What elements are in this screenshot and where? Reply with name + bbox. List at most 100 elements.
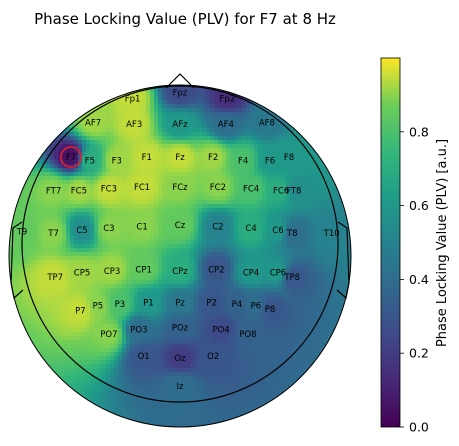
heatmap-cell: [194, 188, 199, 193]
heatmap-cell: [326, 240, 331, 245]
heatmap-cell: [14, 236, 19, 241]
heatmap-cell: [138, 88, 143, 93]
heatmap-cell: [190, 176, 195, 181]
heatmap-cell: [9, 252, 11, 257]
heatmap-cell: [9, 176, 11, 181]
heatmap-cell: [86, 264, 91, 269]
heatmap-cell: [278, 236, 283, 241]
heatmap-cell: [126, 132, 131, 137]
heatmap-cell: [78, 172, 83, 177]
heatmap-cell: [234, 196, 239, 201]
heatmap-cell: [326, 140, 331, 145]
heatmap-cell: [178, 272, 183, 277]
heatmap-cell: [126, 88, 131, 93]
heatmap-cell: [166, 272, 171, 277]
heatmap-cell: [202, 300, 207, 305]
heatmap-cell: [58, 168, 63, 173]
heatmap-cell: [26, 252, 31, 257]
heatmap-cell: [334, 208, 339, 213]
heatmap-cell: [14, 228, 19, 233]
heatmap-cell: [46, 248, 51, 253]
heatmap-cell: [286, 244, 291, 249]
heatmap-cell: [286, 152, 291, 157]
heatmap-cell: [206, 288, 211, 293]
heatmap-cell: [290, 140, 295, 145]
heatmap-cell: [250, 152, 255, 157]
heatmap-cell: [50, 284, 55, 289]
heatmap-cell: [206, 116, 211, 121]
heatmap-cell: [118, 240, 123, 245]
heatmap-cell: [162, 124, 167, 129]
heatmap-cell: [110, 112, 115, 117]
heatmap-cell: [350, 208, 351, 213]
heatmap-cell: [94, 120, 99, 125]
heatmap-cell: [294, 132, 299, 137]
heatmap-cell: [194, 288, 199, 293]
heatmap-cell: [258, 252, 263, 257]
heatmap-cell: [46, 152, 51, 157]
heatmap-cell: [314, 192, 319, 197]
heatmap-cell: [46, 272, 51, 277]
heatmap-cell: [22, 164, 27, 169]
heatmap-cell: [246, 104, 251, 109]
heatmap-cell: [354, 296, 359, 301]
heatmap-cell: [294, 268, 299, 273]
heatmap-cell: [146, 208, 151, 213]
heatmap-cell: [326, 156, 331, 161]
heatmap-cell: [22, 240, 27, 245]
heatmap-cell: [274, 176, 279, 181]
heatmap-cell: [154, 244, 159, 249]
heatmap-cell: [82, 144, 87, 149]
heatmap-cell: [98, 184, 103, 189]
heatmap-cell: [262, 96, 267, 101]
heatmap-cell: [206, 204, 211, 209]
heatmap-cell: [82, 232, 87, 237]
heatmap-cell: [26, 236, 31, 241]
heatmap-cell: [110, 144, 115, 149]
heatmap-cell: [106, 184, 111, 189]
heatmap-cell: [9, 168, 11, 173]
heatmap-cell: [314, 292, 319, 297]
heatmap-cell: [322, 256, 327, 261]
heatmap-cell: [174, 244, 179, 249]
heatmap-cell: [134, 300, 139, 305]
heatmap-cell: [178, 244, 183, 249]
heatmap-cell: [118, 220, 123, 225]
heatmap-cell: [126, 256, 131, 261]
heatmap-cell: [306, 160, 311, 165]
heatmap-cell: [342, 112, 347, 117]
heatmap-cell: [250, 220, 255, 225]
heatmap-cell: [186, 212, 191, 217]
heatmap-cell: [74, 136, 79, 141]
heatmap-cell: [134, 124, 139, 129]
heatmap-cell: [270, 244, 275, 249]
heatmap-cell: [238, 296, 243, 301]
heatmap-cell: [150, 304, 155, 309]
heatmap-cell: [222, 260, 227, 265]
heatmap-cell: [310, 220, 315, 225]
heatmap-cell: [334, 236, 339, 241]
heatmap-cell: [270, 276, 275, 281]
heatmap-cell: [82, 248, 87, 253]
heatmap-cell: [334, 168, 339, 173]
heatmap-cell: [38, 92, 43, 97]
heatmap-cell: [130, 252, 135, 257]
heatmap-cell: [150, 240, 155, 245]
heatmap-cell: [106, 100, 111, 105]
heatmap-cell: [262, 128, 267, 133]
heatmap-cell: [334, 148, 339, 153]
heatmap-cell: [194, 292, 199, 297]
heatmap-cell: [298, 208, 303, 213]
heatmap-cell: [222, 212, 227, 217]
heatmap-cell: [130, 128, 135, 133]
heatmap-cell: [322, 268, 327, 273]
heatmap-cell: [322, 228, 327, 233]
heatmap-cell: [18, 180, 23, 185]
heatmap-cell: [222, 268, 227, 273]
heatmap-cell: [54, 196, 59, 201]
heatmap-cell: [74, 296, 79, 301]
heatmap-cell: [158, 204, 163, 209]
heatmap-cell: [174, 220, 179, 225]
heatmap-cell: [150, 200, 155, 205]
heatmap-cell: [26, 292, 31, 297]
